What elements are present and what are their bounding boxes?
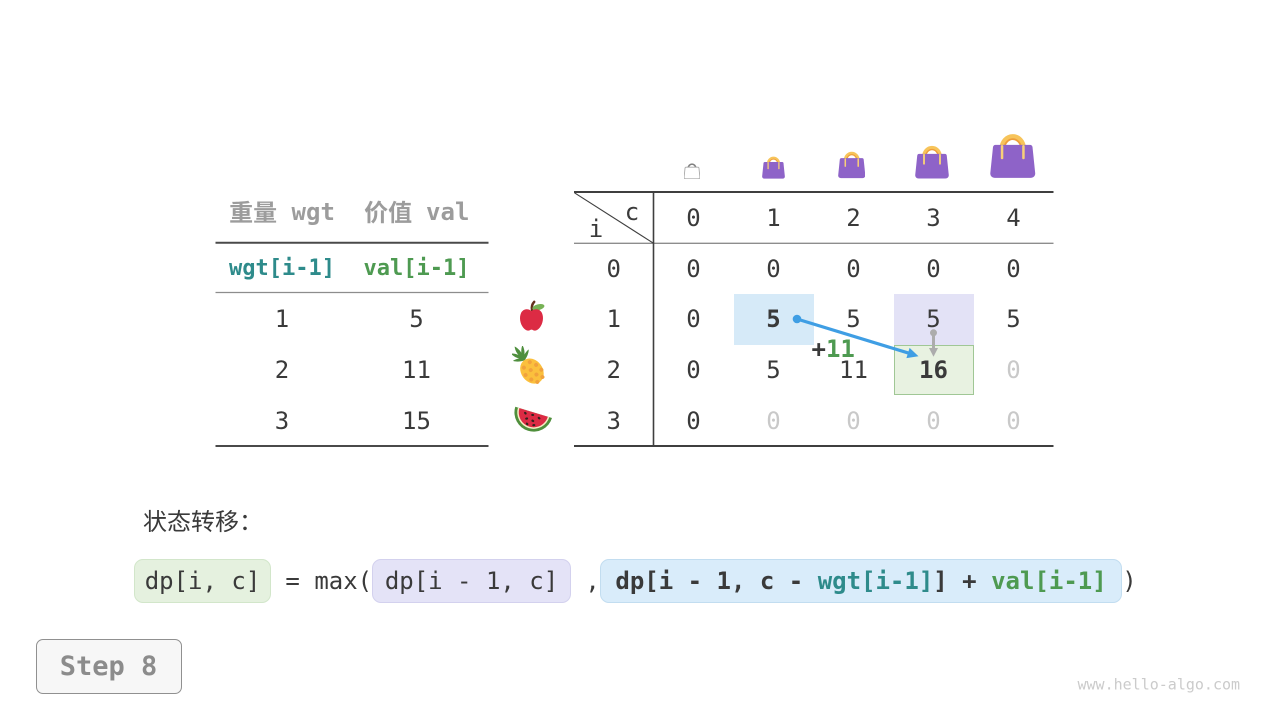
dp-cell-1-3: 5 xyxy=(926,305,941,334)
cjk-glyphs xyxy=(364,200,411,223)
transition-formula: dp[i, c] = max(dp[i - 1, c] , dp[i - 1, c… xyxy=(134,558,1137,603)
step-indicator-label: Step 8 xyxy=(59,651,158,682)
formula-take-chip: dp[i - 1, c - wgt[i-1]] + val[i-1] xyxy=(599,558,1123,603)
dp-cell-2-2: 11 xyxy=(839,356,868,384)
added-value: 11 xyxy=(825,334,855,363)
dp-corner-row-var: i xyxy=(588,214,604,243)
latin-run: val xyxy=(411,197,470,226)
dp-col-header-3: 3 xyxy=(926,203,941,232)
dp-corner-col-var: c xyxy=(624,198,640,226)
items-table-header-value: val xyxy=(364,197,470,226)
cjk-glyphs xyxy=(230,200,277,223)
dp-cell-1-1: 5 xyxy=(766,305,781,334)
dp-cell-3-2: 0 xyxy=(846,406,861,435)
add-value-annotation: +11 xyxy=(812,337,855,361)
formula-comma: , xyxy=(570,566,600,595)
take-chip-part2: ] + xyxy=(933,566,992,595)
dp-cell-0-4: 0 xyxy=(1006,254,1021,283)
dp-row-header-3: 3 xyxy=(606,406,621,435)
formula-close-paren: ) xyxy=(1122,566,1137,595)
dp-cell-1-2: 5 xyxy=(846,305,861,334)
dp-cell-2-1: 5 xyxy=(766,356,781,384)
bag-small-icon xyxy=(762,156,785,183)
bag-large-icon xyxy=(915,145,949,183)
dp-row-header-0: 0 xyxy=(606,254,621,283)
latin-run: wgt xyxy=(277,197,335,226)
dp-cell-0-3: 0 xyxy=(926,254,941,283)
items-table-cell-val-1: 11 xyxy=(402,356,431,384)
dp-col-header-2: 2 xyxy=(846,203,861,232)
watermelon-icon xyxy=(514,406,552,432)
apple-icon xyxy=(520,300,545,331)
items-table-cell-val-0: 5 xyxy=(409,305,424,334)
arrow-gray-keep-item xyxy=(929,329,938,357)
dp-row-header-2: 2 xyxy=(606,356,621,384)
take-chip-part1: dp[i - 1, c - xyxy=(615,566,818,595)
dp-cell-3-4: 0 xyxy=(1006,406,1021,435)
formula-result-chip: dp[i, c] xyxy=(134,558,271,603)
plus-sign: + xyxy=(811,334,826,363)
items-table-val-code: val[i-1] xyxy=(363,255,470,281)
dp-cell-0-0: 0 xyxy=(686,254,701,283)
items-table-cell-wgt-0: 1 xyxy=(274,305,290,334)
bag-medium-icon xyxy=(837,151,866,183)
dp-cell-2-4: 0 xyxy=(1006,356,1021,384)
dp-cell-3-0: 0 xyxy=(686,406,701,435)
dp-cell-1-4: 5 xyxy=(1006,305,1021,334)
dp-cell-3-1: 0 xyxy=(766,406,781,435)
formula-keep-chip: dp[i - 1, c] xyxy=(372,558,571,603)
dp-cell-2-3: 16 xyxy=(919,356,948,384)
dp-row-header-1: 1 xyxy=(606,305,621,334)
bag-xlarge-icon xyxy=(990,133,1036,183)
dp-cell-0-2: 0 xyxy=(846,254,861,283)
dp-cell-0-1: 0 xyxy=(766,254,781,283)
items-table-cell-wgt-1: 2 xyxy=(274,356,290,384)
items-table-header-weight: wgt xyxy=(229,200,335,224)
dp-col-header-4: 4 xyxy=(1006,203,1021,232)
take-chip-val: val[i-1] xyxy=(991,566,1107,595)
dp-cell-1-0: 0 xyxy=(686,305,701,334)
items-table-cell-wgt-2: 3 xyxy=(274,406,290,435)
dp-col-header-0: 0 xyxy=(686,203,701,232)
transition-title xyxy=(143,509,263,533)
dp-cell-3-3: 0 xyxy=(926,406,941,435)
watermark-text: www.hello-algo.com xyxy=(1077,675,1241,694)
items-table-wgt-code: wgt[i-1] xyxy=(229,255,335,281)
arrow-blue-take-item xyxy=(792,314,919,359)
step-indicator: Step 8 xyxy=(35,639,182,694)
items-table-cell-val-2: 15 xyxy=(402,406,431,435)
take-chip-wgt: wgt[i-1] xyxy=(817,566,934,595)
cjk-glyphs xyxy=(144,509,248,532)
bag-tiny-outline-icon xyxy=(683,162,701,183)
formula-equals-max: = max( xyxy=(270,566,373,595)
dp-col-header-1: 1 xyxy=(766,203,781,232)
dp-cell-2-0: 0 xyxy=(686,356,701,384)
pineapple-icon xyxy=(512,346,545,384)
